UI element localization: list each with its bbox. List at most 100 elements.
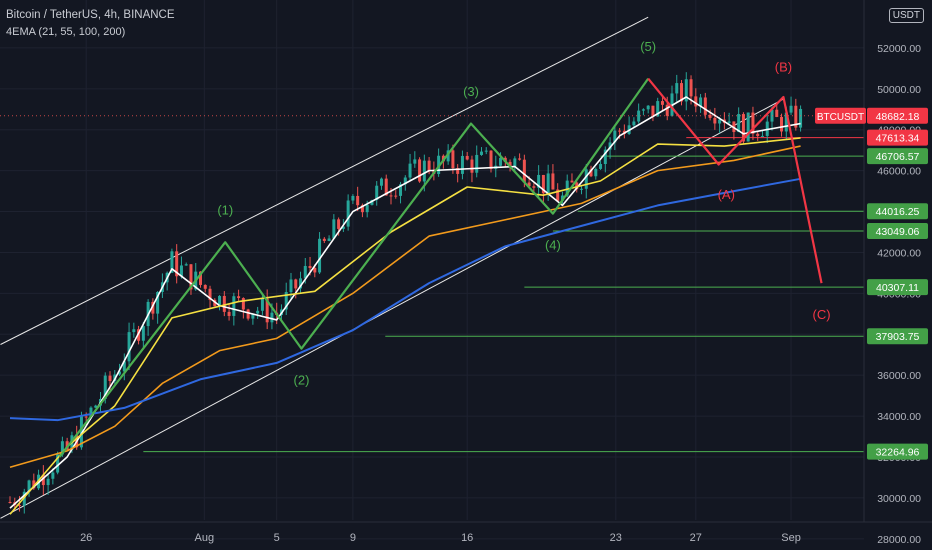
- impulse-wave-label: (2): [294, 372, 310, 387]
- price-axis-tick-label: 36000.00: [877, 370, 921, 382]
- price-axis-tick-label: 30000.00: [877, 493, 921, 505]
- candle-body: [651, 105, 655, 117]
- price-axis[interactable]: 28000.0030000.0032000.0034000.0036000.00…: [863, 0, 932, 550]
- candle-body: [703, 97, 707, 115]
- candle-body: [499, 157, 503, 166]
- candle-body: [746, 112, 750, 142]
- candle-body: [584, 169, 588, 189]
- time-axis-tick-label: 9: [350, 532, 356, 544]
- candle-body: [789, 105, 793, 113]
- candle-body: [641, 109, 645, 111]
- candle-body: [184, 264, 188, 266]
- candle-body: [399, 184, 403, 196]
- candle-body: [613, 130, 617, 143]
- candle-body: [84, 416, 88, 418]
- candle-body: [665, 104, 669, 116]
- time-axis-tick-label: 16: [461, 532, 473, 544]
- currency-selector[interactable]: USDT: [888, 8, 924, 23]
- ema-21-line: [9, 96, 801, 509]
- candle-body: [460, 155, 464, 174]
- candle-body: [608, 142, 612, 150]
- candle-body: [394, 195, 398, 197]
- candle-body: [122, 361, 126, 372]
- candle-body: [784, 112, 788, 132]
- price-axis-tick-label: 52000.00: [877, 43, 921, 55]
- candle-body: [284, 292, 288, 310]
- candle-body: [537, 174, 541, 188]
- level-price-tag-box: [867, 129, 928, 146]
- channel-lower-line: [0, 98, 784, 519]
- candle-body: [465, 155, 469, 160]
- ema-100-line: [9, 145, 801, 468]
- candle-body: [294, 279, 298, 289]
- candle-body: [56, 454, 60, 473]
- price-axis-tick-label: 50000.00: [877, 84, 921, 96]
- price-axis-panel: [864, 0, 932, 550]
- candle-body: [718, 119, 722, 124]
- price-level-lines: [143, 137, 864, 453]
- candle-body: [218, 295, 222, 307]
- candle-body: [127, 332, 131, 362]
- candle-body: [456, 168, 460, 174]
- ema-200-line: [9, 177, 801, 422]
- candle-body: [751, 112, 755, 134]
- candle-body: [132, 329, 136, 333]
- indicator-legend[interactable]: 4EMA (21, 55, 100, 200): [6, 26, 126, 38]
- ema-lines: [9, 96, 801, 515]
- candle-body: [308, 265, 312, 268]
- candle-body: [256, 310, 260, 314]
- last-price-tag-text: 48682.18: [876, 111, 920, 123]
- impulse-wave-label: (1): [217, 203, 233, 218]
- candle-body: [660, 101, 664, 105]
- candle-body: [27, 480, 31, 492]
- candle-body: [199, 271, 202, 285]
- level-price-tag-text: 46706.57: [876, 151, 920, 163]
- candle-body: [337, 219, 341, 229]
- candle-body: [565, 180, 569, 196]
- symbol-badge-text: BTCUSDT: [817, 112, 864, 123]
- candle-body: [675, 83, 679, 94]
- candle-body: [156, 291, 160, 314]
- time-axis-tick-label: 27: [690, 532, 702, 544]
- candle-body: [446, 150, 450, 162]
- candle-body: [318, 238, 322, 273]
- level-price-tag-box: [867, 279, 928, 296]
- candle-body: [232, 296, 236, 316]
- candle-body: [727, 121, 731, 123]
- candle-body: [370, 200, 374, 205]
- price-tags: BTCUSDT 48682.18 47613.34 46706.57 44016.25 4…: [0, 107, 928, 460]
- candle-body: [422, 160, 426, 182]
- level-price-tag-text: 37903.75: [876, 331, 920, 343]
- candle-body: [241, 298, 245, 310]
- correction-wave-label: (C): [813, 307, 831, 322]
- candle-body: [680, 83, 684, 102]
- candle-body: [522, 159, 526, 183]
- candle-body: [222, 295, 226, 312]
- candle-body: [32, 480, 36, 489]
- candle-body: [384, 178, 388, 196]
- candle-body: [594, 168, 598, 177]
- candle-body: [508, 161, 512, 167]
- time-axis[interactable]: 26 Aug 5 9 16 23 27 Sep: [0, 521, 932, 544]
- level-price-tag-box: [867, 222, 928, 239]
- candle-body: [108, 375, 112, 382]
- elliott-waves: [58, 77, 823, 458]
- candle-body: [251, 313, 255, 319]
- candle-body: [418, 159, 422, 182]
- candle-body: [365, 204, 369, 213]
- candle-body: [427, 160, 431, 171]
- candle-body: [737, 114, 741, 133]
- candle-body: [527, 182, 531, 187]
- candle-body: [532, 186, 536, 188]
- candle-body: [780, 116, 784, 132]
- candle-body: [179, 265, 183, 277]
- level-price-tag-box: [867, 328, 928, 345]
- candle-body: [46, 478, 50, 486]
- ema-55-line: [9, 137, 801, 515]
- candle-body: [546, 173, 550, 194]
- candle-body: [327, 238, 331, 241]
- symbol-badge-box: [815, 107, 866, 124]
- candle-body: [189, 264, 193, 290]
